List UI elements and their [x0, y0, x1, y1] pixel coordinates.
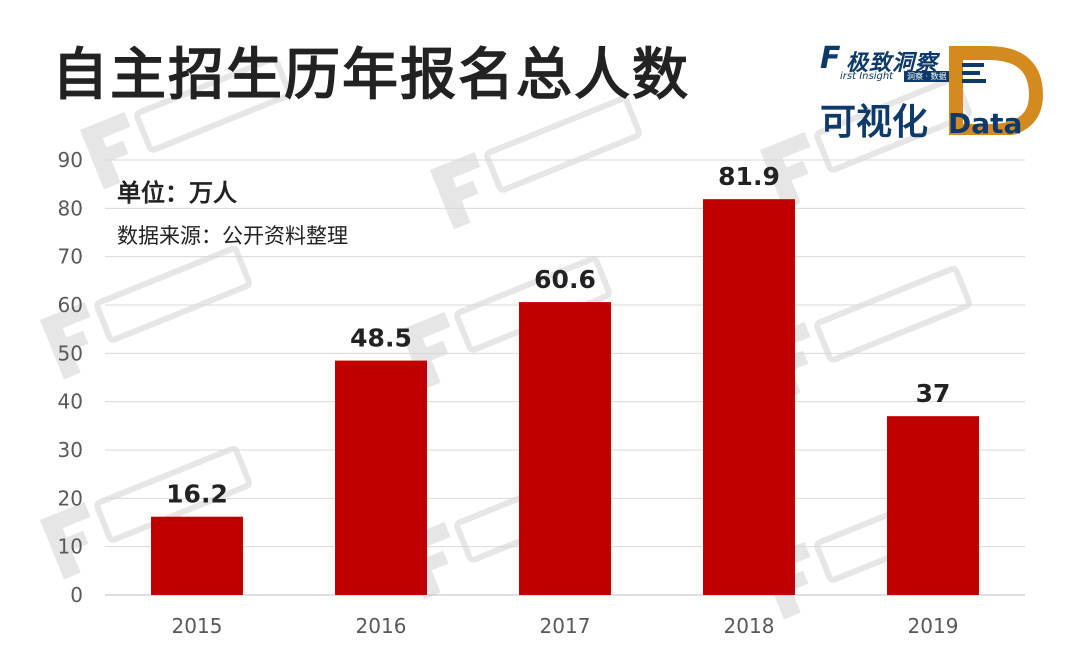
watermark-block — [134, 55, 292, 153]
watermark-f-top — [400, 312, 451, 345]
bar — [151, 516, 243, 595]
watermark-f-mid — [439, 180, 479, 208]
watermark-f-top — [760, 132, 811, 165]
bar — [703, 199, 795, 595]
bar — [335, 360, 427, 595]
watermark-mark — [80, 55, 292, 190]
logo-data-d-icon — [949, 46, 1044, 135]
watermark-block — [484, 95, 642, 193]
y-tick-label: 40 — [58, 390, 83, 414]
data-label: 81.9 — [718, 162, 780, 191]
watermark-f-top — [80, 112, 131, 145]
bar — [519, 302, 611, 595]
x-axis-ticks: 2015 2016 2017 2018 2019 — [172, 614, 959, 638]
data-label: 60.6 — [534, 265, 596, 294]
watermark-block — [94, 245, 252, 343]
brand-logo: F 极致洞察 irst Insight 洞察 · 数据 可视化 Data — [820, 41, 1050, 143]
y-tick-label: 90 — [58, 148, 83, 172]
logo-letter: F — [820, 41, 841, 76]
x-tick-label: 2016 — [356, 614, 407, 638]
y-tick-label: 30 — [58, 438, 83, 462]
data-label: 16.2 — [166, 480, 228, 509]
data-label: 37 — [916, 379, 951, 408]
y-tick-label: 0 — [70, 583, 83, 607]
y-tick-label: 60 — [58, 293, 83, 317]
logo-brand-sub: 洞察 · 数据 — [904, 71, 950, 82]
watermark-block — [94, 445, 252, 543]
data-labels: 16.2 48.5 60.6 81.9 37 — [166, 162, 950, 509]
bar — [887, 416, 979, 595]
y-tick-label: 10 — [58, 535, 83, 559]
y-tick-label: 20 — [58, 486, 83, 510]
watermark-f-top — [430, 152, 481, 185]
page-title: 自主招生历年报名总人数 — [52, 43, 690, 108]
watermark-f-mid — [49, 330, 89, 358]
logo-viz-text: 可视化 — [820, 102, 929, 143]
watermark-f-mid — [769, 160, 809, 188]
watermark-f-mid — [49, 530, 89, 558]
source-label: 数据来源：公开资料整理 — [117, 224, 348, 248]
logo-data-word: Data — [948, 107, 1023, 140]
y-tick-label: 80 — [58, 196, 83, 220]
watermark-f-top — [39, 302, 91, 335]
unit-label: 单位：万人 — [117, 179, 237, 207]
data-label: 48.5 — [350, 324, 412, 353]
watermark-f-mid — [409, 340, 449, 368]
watermark-mark — [39, 245, 252, 380]
x-tick-label: 2017 — [540, 614, 591, 638]
bars — [151, 199, 979, 595]
watermark-f-mid — [89, 140, 129, 168]
y-axis-ticks: 0 10 20 30 40 50 60 70 80 90 — [58, 148, 83, 607]
x-tick-label: 2019 — [908, 614, 959, 638]
watermark-block — [814, 265, 972, 363]
watermark-mark — [39, 445, 252, 580]
logo-brand-en: irst Insight — [840, 71, 894, 82]
y-tick-label: 50 — [58, 341, 83, 365]
watermark-f-top — [39, 502, 91, 535]
x-tick-label: 2018 — [724, 614, 775, 638]
y-tick-label: 70 — [58, 245, 83, 269]
x-tick-label: 2015 — [172, 614, 223, 638]
